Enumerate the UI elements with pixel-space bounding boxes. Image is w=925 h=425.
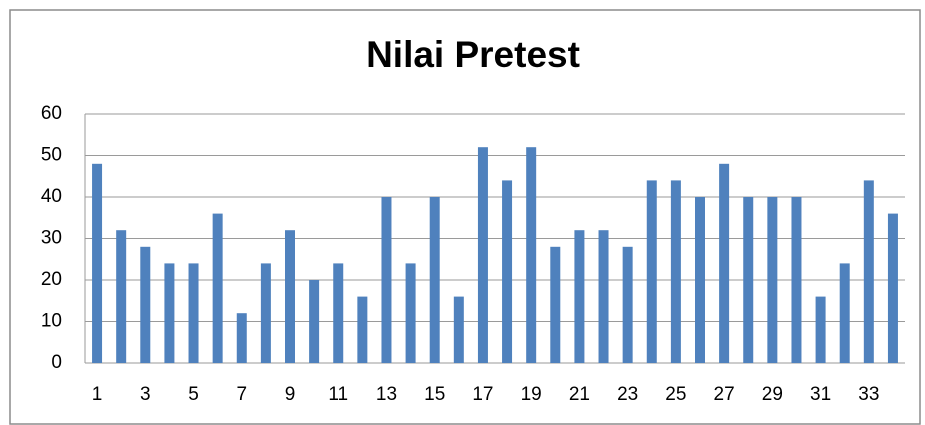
bar xyxy=(285,230,295,363)
bar xyxy=(429,197,440,363)
x-tick-label: 17 xyxy=(472,384,493,405)
bar xyxy=(839,263,850,363)
bar xyxy=(188,263,199,363)
bar xyxy=(574,230,585,363)
bar xyxy=(622,246,633,363)
x-tick-label: 5 xyxy=(188,384,199,405)
x-tick-label: 3 xyxy=(140,384,151,405)
y-tick-label: 10 xyxy=(41,311,62,332)
chart-title: Nilai Pretest xyxy=(366,34,580,75)
x-tick-label: 1 xyxy=(92,384,103,405)
y-tick-label: 0 xyxy=(51,352,62,373)
y-tick-label: 30 xyxy=(41,228,62,249)
bar xyxy=(887,213,898,363)
bar xyxy=(164,263,175,363)
y-tick-label: 60 xyxy=(41,103,62,124)
y-tick-label: 20 xyxy=(41,269,62,290)
x-tick-label: 33 xyxy=(858,384,879,405)
x-tick-label: 15 xyxy=(424,384,445,405)
bar xyxy=(357,296,368,363)
bar xyxy=(863,180,874,363)
bar xyxy=(719,163,730,363)
x-tick-label: 21 xyxy=(569,384,590,405)
x-tick-label: 11 xyxy=(328,384,348,405)
bar xyxy=(92,163,103,363)
bar xyxy=(381,197,392,363)
bar xyxy=(646,180,657,363)
y-tick-label: 40 xyxy=(41,186,62,207)
x-tick-label: 19 xyxy=(521,384,542,405)
bar xyxy=(526,147,537,363)
bar xyxy=(791,197,802,363)
x-tick-label: 27 xyxy=(714,384,735,405)
bar xyxy=(598,230,609,363)
bar xyxy=(453,296,464,363)
bar xyxy=(815,296,826,363)
bar xyxy=(405,263,416,363)
bar xyxy=(309,280,320,363)
bar xyxy=(743,197,754,363)
x-tick-label: 23 xyxy=(617,384,638,405)
x-tick-label: 29 xyxy=(762,384,783,405)
bar xyxy=(236,313,247,363)
x-tick-label: 7 xyxy=(236,384,247,405)
bar xyxy=(333,263,344,363)
bar xyxy=(695,197,705,363)
bar xyxy=(260,263,271,363)
bar xyxy=(477,147,488,363)
bar xyxy=(550,246,561,363)
y-tick-label: 50 xyxy=(41,145,62,166)
x-tick-label: 9 xyxy=(285,384,296,405)
bar xyxy=(116,230,127,363)
x-tick-label: 25 xyxy=(665,384,686,405)
bar xyxy=(670,180,681,363)
bar xyxy=(502,180,513,363)
bar xyxy=(140,246,151,363)
bar xyxy=(767,197,778,363)
bar xyxy=(212,213,223,363)
x-tick-label: 13 xyxy=(376,384,397,405)
x-tick-label: 31 xyxy=(810,384,831,405)
